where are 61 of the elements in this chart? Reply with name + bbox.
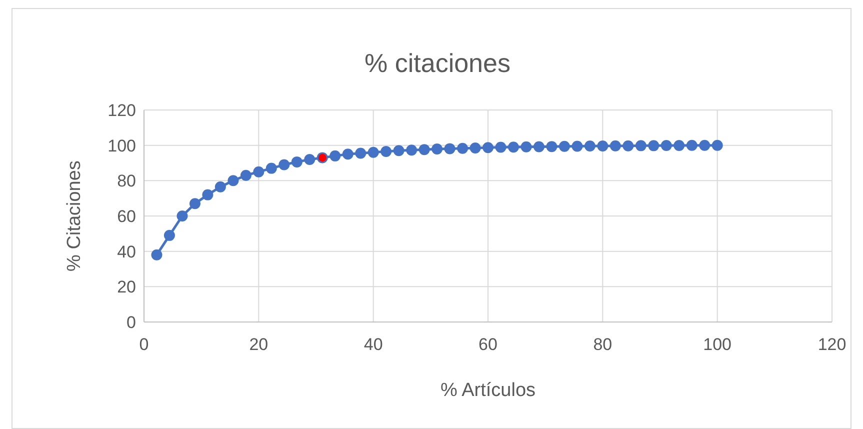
y-axis-title: % Citaciones [64,160,85,272]
point [660,140,672,152]
point [674,140,685,152]
point [342,148,354,160]
point [622,140,634,152]
point [470,142,481,154]
point [291,156,302,168]
y-tick-label: 120 [108,100,136,120]
point [444,143,456,154]
point [278,159,290,170]
point [457,142,468,154]
point [546,141,558,152]
point [304,154,316,165]
point [240,170,252,181]
point [432,144,443,155]
point [330,150,341,162]
point [495,142,506,153]
point [189,198,200,210]
point [393,145,404,156]
point [253,166,264,178]
point [214,181,226,192]
point [228,175,239,186]
point [648,140,660,152]
point [712,140,723,151]
point [699,140,710,151]
x-tick-label: 40 [364,335,383,354]
point [176,210,188,222]
x-tick-label: 120 [818,335,846,354]
x-tick-label: 80 [593,335,612,354]
chart-title: % citaciones [364,48,510,78]
point [533,141,544,152]
point [380,146,392,158]
x-tick-label: 20 [249,335,268,354]
point [355,148,366,159]
y-tick-label: 0 [126,312,136,332]
point [418,144,430,156]
point [266,162,277,174]
y-tick-label: 100 [108,136,136,156]
point [202,189,214,200]
x-tick-label: 100 [703,335,732,354]
point [368,146,379,158]
point [610,140,621,152]
x-tick-label: 0 [139,335,149,354]
point [482,142,494,154]
point [164,230,175,241]
point [151,249,162,260]
point [597,140,608,152]
point [635,140,646,152]
y-tick-label: 40 [117,242,136,262]
point [584,140,596,152]
point [406,144,418,156]
point [508,142,519,153]
point [558,140,570,152]
point [572,140,583,152]
y-tick-label: 20 [117,278,136,297]
y-tick-label: 80 [117,172,136,191]
point [686,140,698,151]
x-axis-title: % Artículos [440,380,536,401]
point [520,141,532,152]
y-tick-label: 60 [117,206,136,226]
x-tick-label: 60 [478,335,498,354]
